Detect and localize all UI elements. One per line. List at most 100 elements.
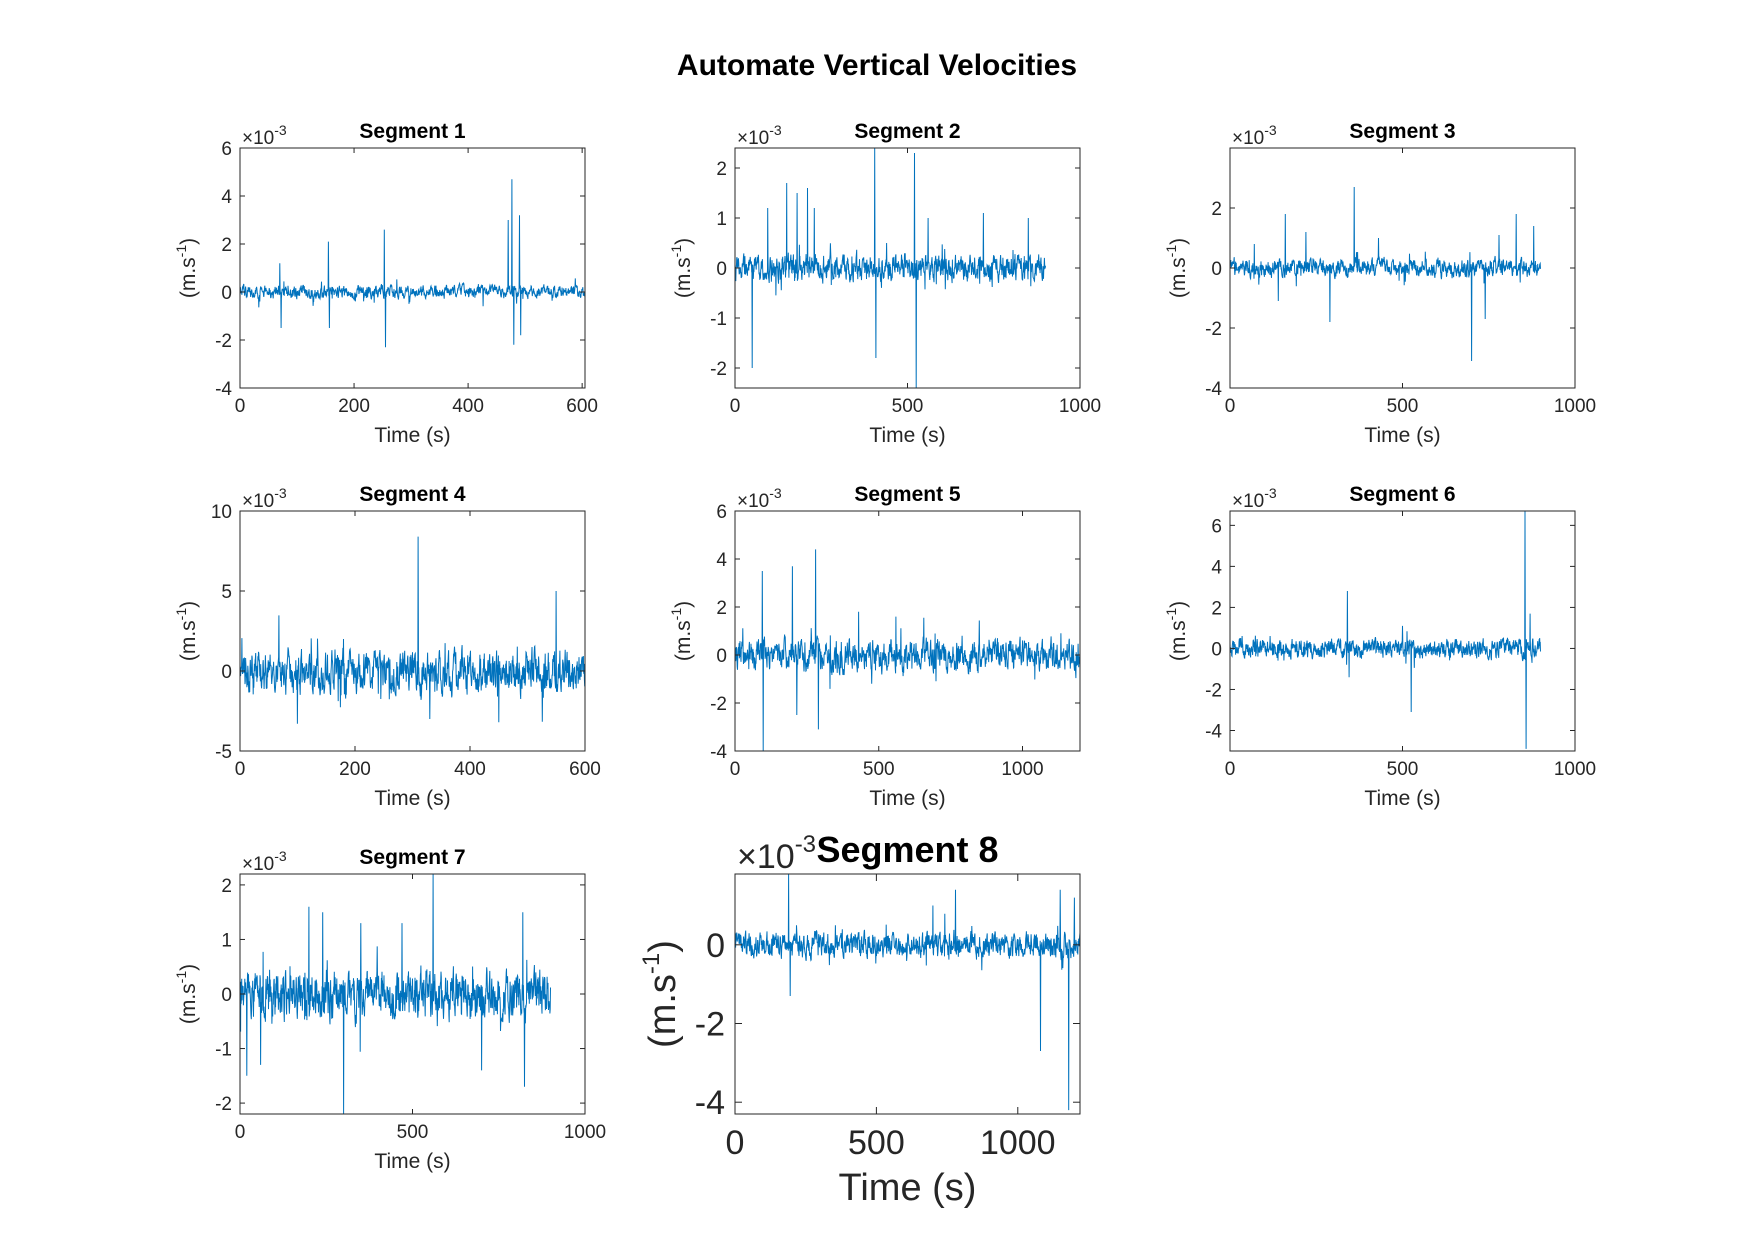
subplot-title: Segment 8 — [816, 829, 998, 870]
subplot-title: Segment 6 — [1349, 483, 1455, 506]
subplot-title: Segment 2 — [854, 120, 960, 143]
x-axis-label: Time (s) — [374, 1150, 450, 1173]
x-axis-label: Time (s) — [869, 787, 945, 810]
subplot-title: Segment 1 — [359, 120, 466, 143]
series-line-1 — [240, 179, 585, 348]
y-tick-label: -2 — [1205, 680, 1222, 701]
x-tick-label: 600 — [569, 759, 601, 780]
x-tick-label: 0 — [235, 396, 246, 417]
x-tick-label: 1000 — [1059, 396, 1101, 417]
x-tick-label: 0 — [235, 1122, 246, 1143]
x-axis-label: Time (s) — [374, 787, 450, 810]
x-tick-label: 600 — [566, 396, 598, 417]
subplot-title: Segment 5 — [854, 483, 961, 506]
y-tick-label: -2 — [695, 1006, 725, 1044]
y-tick-label: -4 — [1205, 721, 1222, 742]
x-tick-label: 1000 — [1554, 759, 1596, 780]
y-tick-label: -2 — [710, 359, 727, 380]
x-axis-label: Time (s) — [839, 1167, 977, 1209]
x-tick-label: 0 — [1225, 396, 1236, 417]
y-axis-label: (m.s-1) — [638, 940, 684, 1048]
axes-box-5 — [734, 510, 1081, 752]
y-tick-label: -2 — [215, 1094, 232, 1115]
subplot-title: Segment 3 — [1349, 120, 1455, 143]
y-tick-label: 10 — [211, 502, 232, 523]
x-tick-label: 1000 — [1554, 396, 1596, 417]
y-axis-label: (m.s-1) — [173, 964, 200, 1024]
series-line-6 — [1230, 511, 1541, 749]
y-tick-label: -1 — [215, 1040, 232, 1061]
axes-box-4 — [239, 510, 586, 752]
x-tick-label: 200 — [338, 396, 370, 417]
y-tick-label: 5 — [221, 582, 232, 603]
axes-box-8 — [734, 873, 1081, 1115]
y-tick-label: 0 — [1211, 639, 1222, 660]
y-tick-label: -4 — [695, 1084, 725, 1122]
y-tick-label: 2 — [221, 235, 232, 256]
x-tick-label: 0 — [730, 396, 741, 417]
x-tick-label: 0 — [1225, 759, 1236, 780]
y-tick-label: -2 — [215, 331, 232, 352]
plot-area-5 — [735, 511, 1080, 751]
x-axis-label: Time (s) — [374, 424, 450, 447]
y-tick-label: 1 — [221, 930, 232, 951]
y-tick-label: 4 — [221, 187, 232, 208]
series-line-3 — [1230, 186, 1541, 362]
x-tick-label: 0 — [730, 759, 741, 780]
x-tick-label: 1000 — [564, 1122, 606, 1143]
y-tick-label: -2 — [710, 694, 727, 715]
x-tick-label: 400 — [452, 396, 484, 417]
x-axis-label: Time (s) — [1364, 787, 1440, 810]
y-tick-label: 0 — [221, 283, 232, 304]
y-tick-label: 2 — [716, 598, 727, 619]
y-axis-label: (m.s-1) — [173, 601, 200, 661]
y-tick-label: -1 — [710, 309, 727, 330]
x-tick-label: 500 — [1387, 759, 1419, 780]
axes-box-1 — [239, 147, 586, 389]
y-tick-label: -4 — [1205, 379, 1222, 400]
x-tick-label: 500 — [863, 759, 895, 780]
y-tick-label: -2 — [1205, 319, 1222, 340]
x-tick-label: 1000 — [980, 1124, 1056, 1162]
y-tick-label: 2 — [221, 876, 232, 897]
x-tick-label: 400 — [454, 759, 486, 780]
subplot-title: Segment 4 — [359, 483, 466, 506]
x-tick-label: 200 — [339, 759, 371, 780]
series-line-5 — [735, 549, 1080, 751]
y-tick-label: 6 — [716, 502, 727, 523]
figure-title: Automate Vertical Velocities — [677, 49, 1077, 82]
y-axis-label: (m.s-1) — [173, 238, 200, 298]
plot-area-8 — [735, 874, 1080, 1114]
x-tick-label: 0 — [235, 759, 246, 780]
y-tick-label: 4 — [716, 550, 727, 571]
y-axis-label: (m.s-1) — [1163, 601, 1190, 661]
y-tick-label: -4 — [215, 379, 232, 400]
subplot-title: Segment 7 — [359, 846, 465, 869]
series-line-2 — [735, 148, 1046, 388]
x-axis-label: Time (s) — [1364, 424, 1440, 447]
y-tick-label: 0 — [716, 646, 727, 667]
y-tick-label: 0 — [706, 927, 725, 965]
y-tick-label: 6 — [1211, 516, 1222, 537]
y-tick-label: 0 — [1211, 259, 1222, 280]
y-tick-label: 0 — [221, 985, 232, 1006]
x-tick-label: 500 — [1387, 396, 1419, 417]
y-tick-label: 0 — [221, 662, 232, 683]
series-line-8 — [735, 874, 1080, 1111]
y-tick-label: 2 — [716, 159, 727, 180]
y-tick-label: 1 — [716, 209, 727, 230]
x-tick-label: 500 — [397, 1122, 429, 1143]
y-axis-label: (m.s-1) — [668, 601, 695, 661]
x-axis-label: Time (s) — [869, 424, 945, 447]
series-line-7 — [240, 874, 551, 1114]
x-tick-label: 500 — [892, 396, 924, 417]
y-tick-label: 2 — [1211, 199, 1222, 220]
